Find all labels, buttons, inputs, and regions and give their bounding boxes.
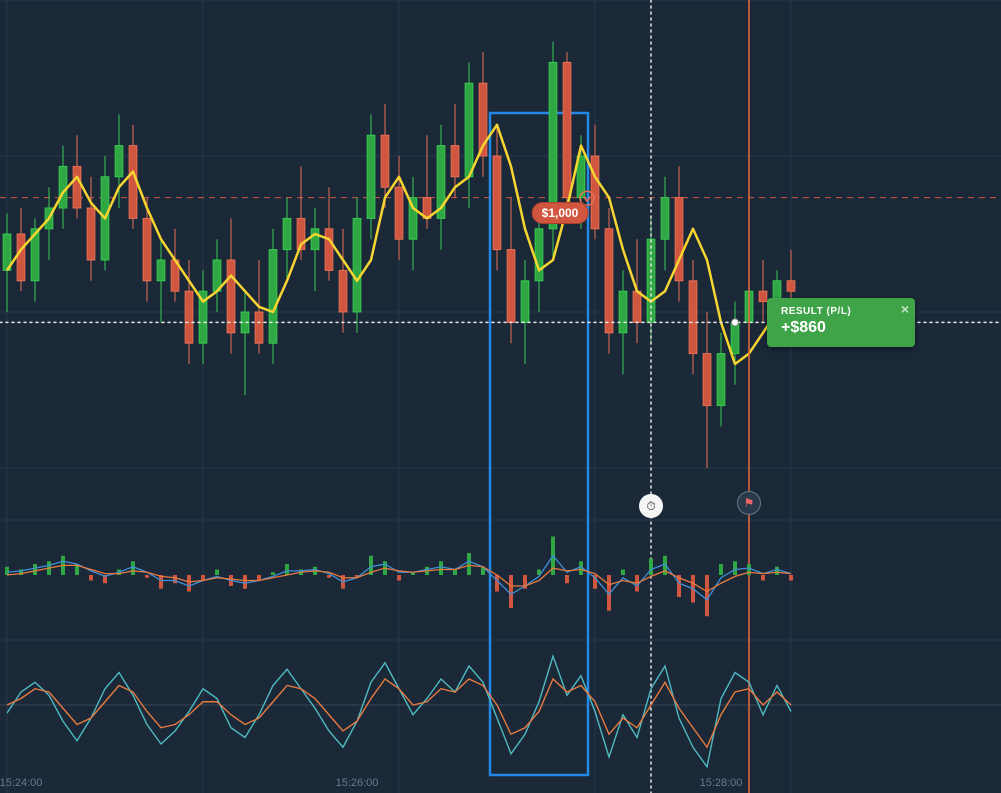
chart-svg[interactable] <box>0 0 1001 793</box>
chart-root: $1,000 RESULT (P/L) +$860× ⏱ ⚑ 15:24:00 15:26:… <box>0 0 1001 793</box>
result-badge: RESULT (P/L) +$860× <box>767 298 915 347</box>
result-title: RESULT (P/L) <box>781 306 901 317</box>
flag-icon: ⚑ <box>737 491 761 515</box>
x-axis-label: 15:24:00 <box>0 777 42 789</box>
trade-amount-badge: $1,000 <box>532 202 589 224</box>
result-value: +$860 <box>781 319 901 337</box>
x-axis-label: 15:26:00 <box>336 777 379 789</box>
current-price-dot <box>732 319 739 326</box>
close-icon[interactable]: × <box>901 302 909 316</box>
timer-icon: ⏱ <box>639 494 663 518</box>
x-axis-label: 15:28:00 <box>700 777 743 789</box>
